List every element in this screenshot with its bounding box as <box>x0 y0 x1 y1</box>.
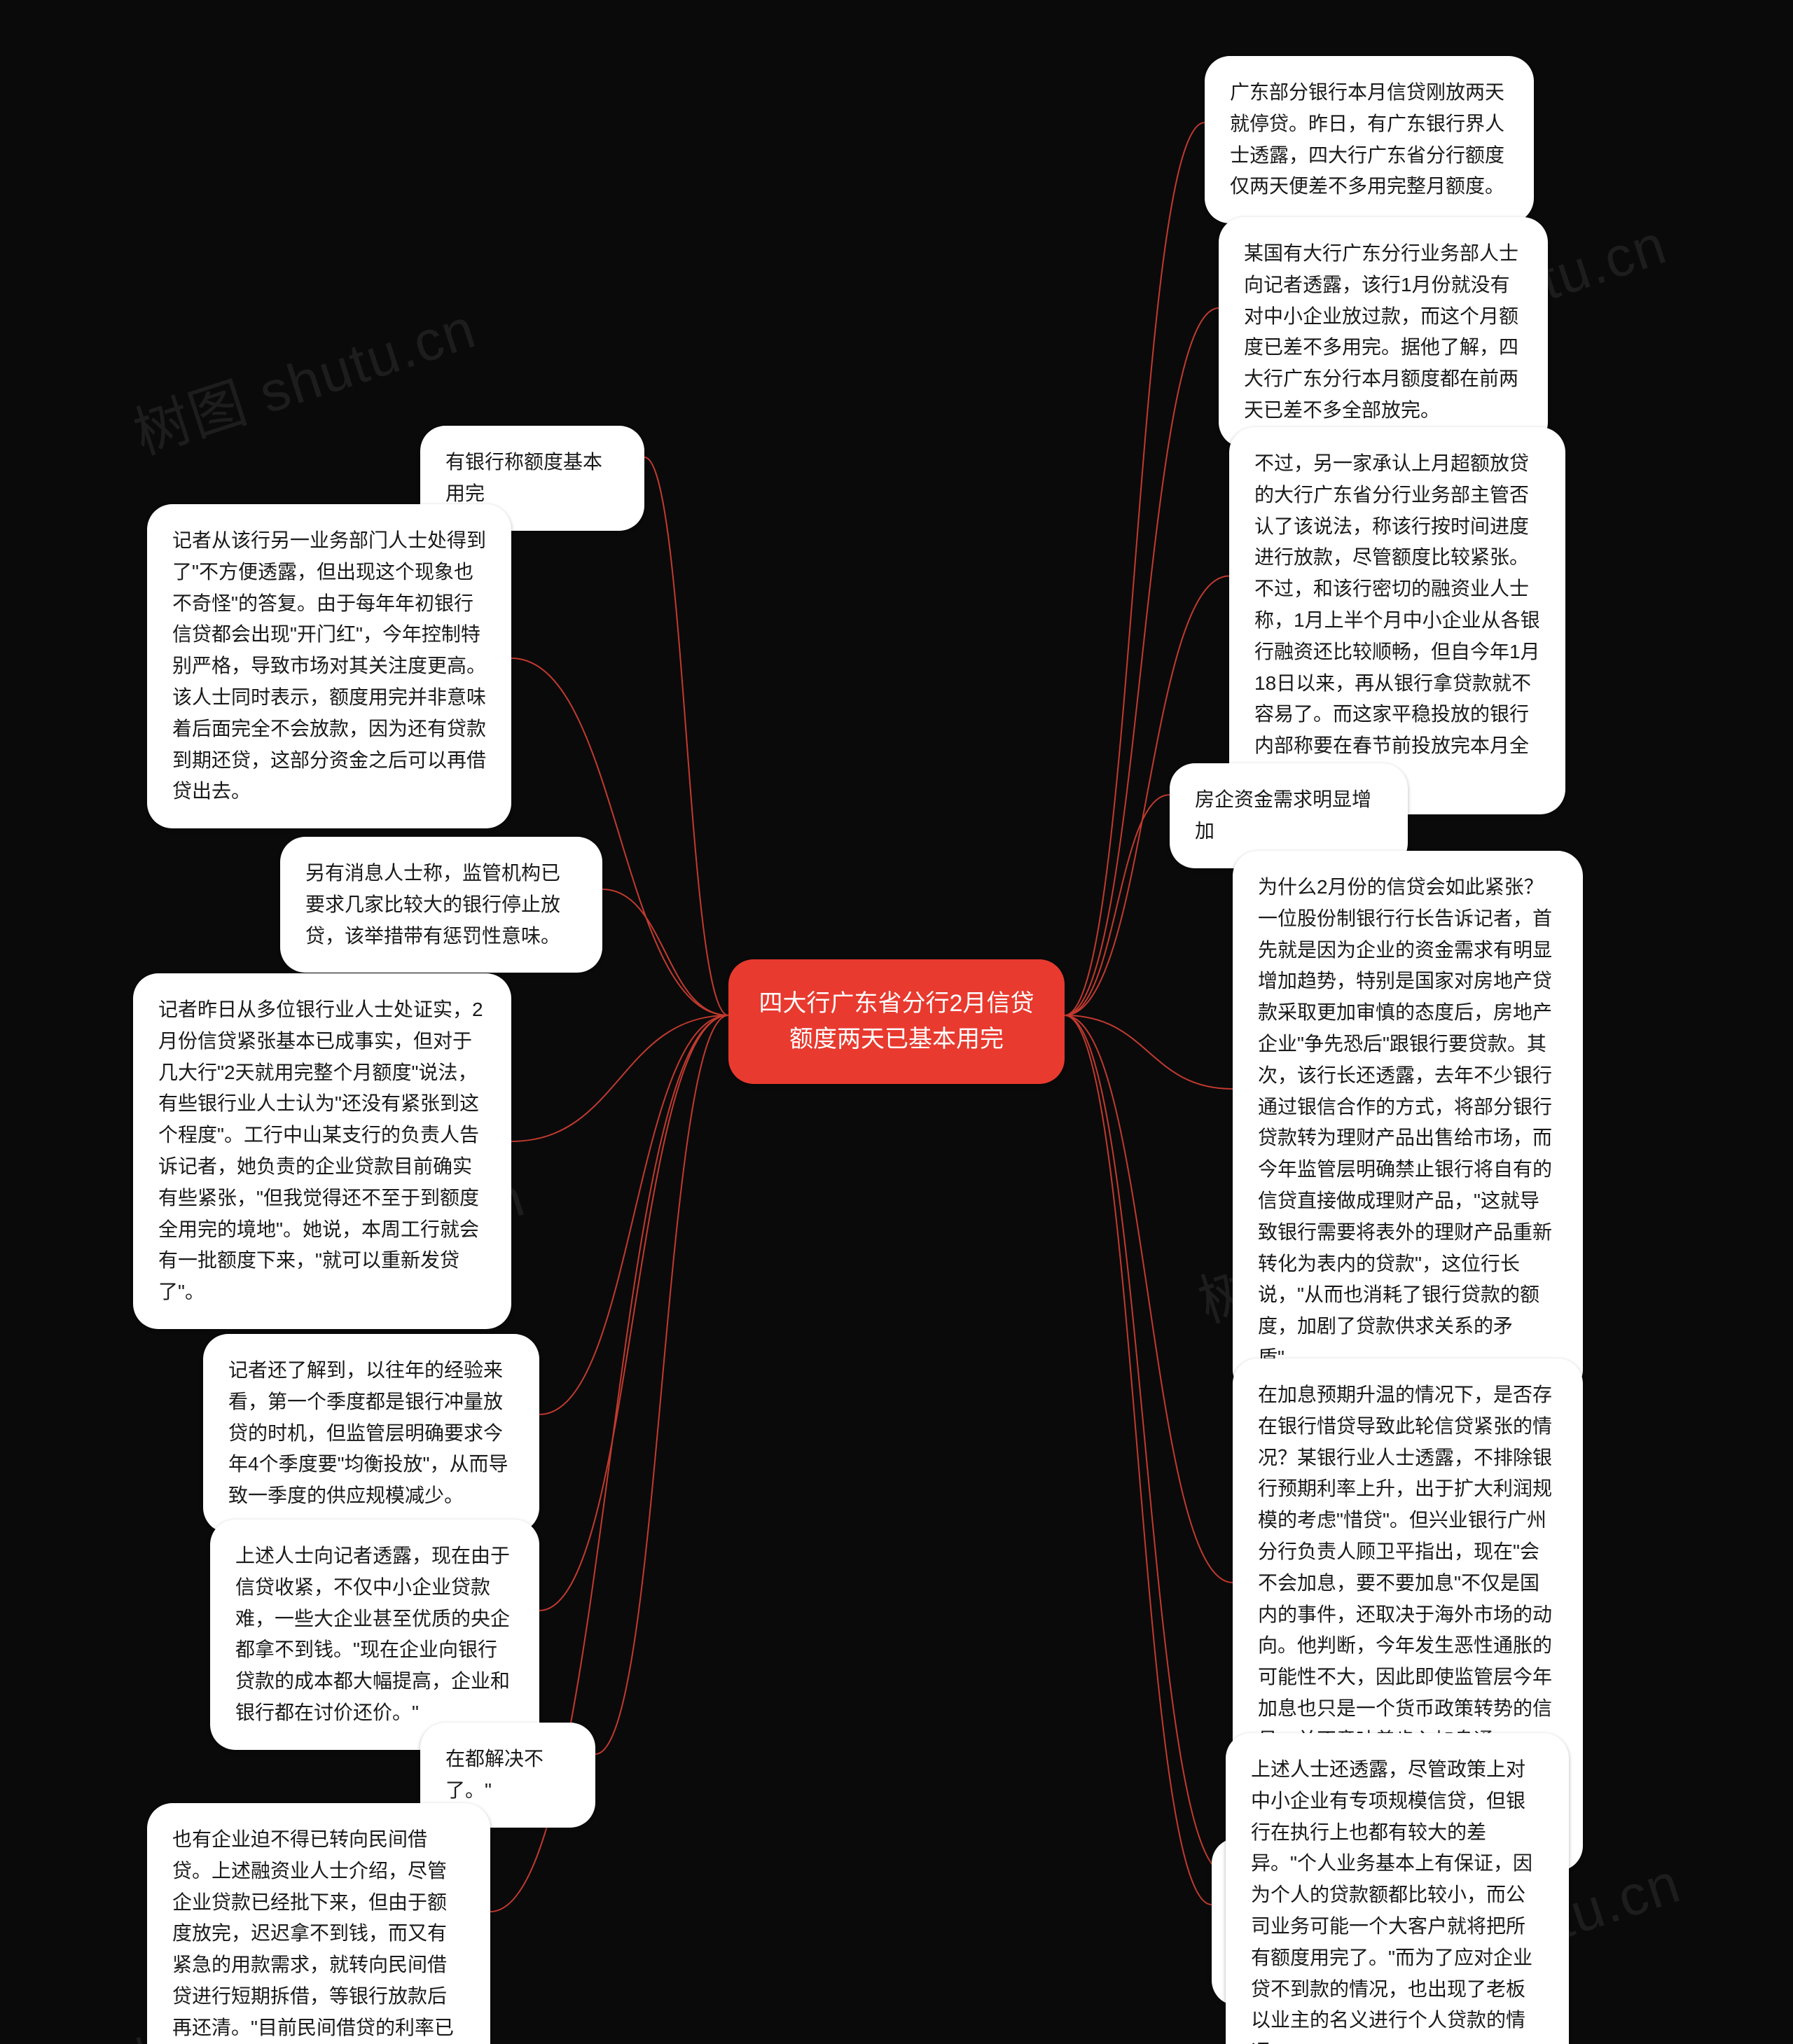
mindmap-node: 记者昨日从多位银行业人士处证实，2月份信贷紧张基本已成事实，但对于几大行"2天就… <box>133 973 511 1329</box>
mindmap-node: 广东部分银行本月信贷刚放两天就停贷。昨日，有广东银行界人士透露，四大行广东省分行… <box>1205 56 1534 223</box>
edge <box>1065 123 1205 1015</box>
mindmap-node: 记者还了解到，以往年的经验来看，第一个季度都是银行冲量放贷的时机，但监管层明确要… <box>203 1334 539 1533</box>
edge <box>1065 795 1170 1015</box>
edge <box>511 1015 728 1141</box>
edge <box>539 1015 728 1414</box>
edge <box>1065 308 1219 1015</box>
mindmap-node: 另有消息人士称，监管机构已要求几家比较大的银行停止放贷，该举措带有惩罚性意味。 <box>280 837 602 973</box>
mindmap-node: 某国有大行广东分行业务部人士向记者透露，该行1月份就没有对中小企业放过款，而这个… <box>1219 217 1548 447</box>
mindmap-node: 也有企业迫不得已转向民间借贷。上述融资业人士介绍，尽管企业贷款已经批下来，但由于… <box>147 1803 490 2044</box>
edge <box>644 457 728 1015</box>
mindmap-node: 上述人士还透露，尽管政策上对中小企业有专项规模信贷，但银行在执行上也都有较大的差… <box>1226 1733 1569 2044</box>
edge <box>602 889 728 1015</box>
mindmap-node: 记者从该行另一业务部门人士处得到了"不方便透露，但出现这个现象也不奇怪"的答复。… <box>147 504 511 828</box>
mindmap-node: 不过，另一家承认上月超额放贷的大行广东省分行业务部主管否认了该说法，称该行按时间… <box>1229 427 1565 814</box>
center-node: 四大行广东省分行2月信贷额度两天已基本用完 <box>728 959 1065 1084</box>
edge <box>595 1015 728 1754</box>
edge <box>1065 1015 1233 1089</box>
mindmap-canvas: 树图 shutu.cn树图 shutu.cn树图 shutu.cn树图 shut… <box>0 0 1793 2044</box>
edge <box>539 1015 728 1611</box>
edge <box>1065 1015 1233 1583</box>
mindmap-node: 为什么2月份的信贷会如此紧张？一位股份制银行行长告诉记者，首先就是因为企业的资金… <box>1233 851 1583 1395</box>
edge <box>1065 1015 1212 1905</box>
edge <box>1065 1015 1226 1873</box>
mindmap-node: 上述人士向记者透露，现在由于信贷收紧，不仅中小企业贷款难，一些大企业甚至优质的央… <box>210 1520 539 1750</box>
